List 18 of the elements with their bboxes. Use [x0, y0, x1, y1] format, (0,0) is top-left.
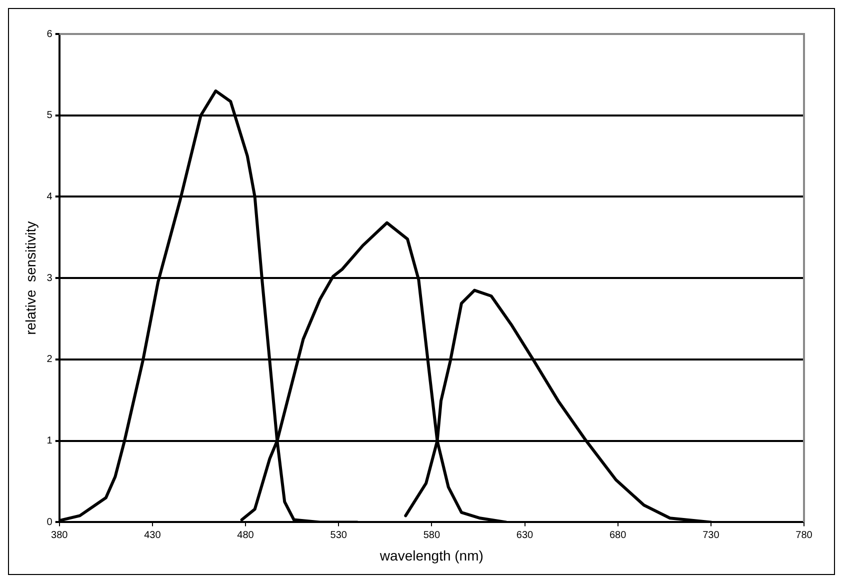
y-tick-label: 4 [46, 191, 53, 202]
x-tick-label: 780 [796, 530, 813, 541]
y-tick-label: 5 [46, 110, 53, 122]
x-tick-label: 530 [330, 530, 348, 541]
x-tick-label: 430 [144, 530, 162, 541]
y-tick-label: 2 [46, 354, 53, 366]
x-tick-label: 580 [423, 530, 440, 541]
y-axis-title: relative sensitivity [22, 221, 38, 335]
y-tick-label: 0 [46, 516, 53, 528]
y-tick-label: 6 [46, 28, 53, 40]
x-tick-label: 380 [51, 530, 68, 541]
x-tick-label: 630 [516, 530, 534, 541]
x-tick-label: 480 [237, 530, 254, 541]
x-tick-label: 730 [702, 530, 720, 541]
y-tick-label: 1 [46, 436, 53, 447]
y-tick-label: 3 [46, 272, 53, 284]
x-axis-title: wavelength (nm) [378, 547, 484, 564]
x-tick-label: 680 [609, 530, 627, 541]
